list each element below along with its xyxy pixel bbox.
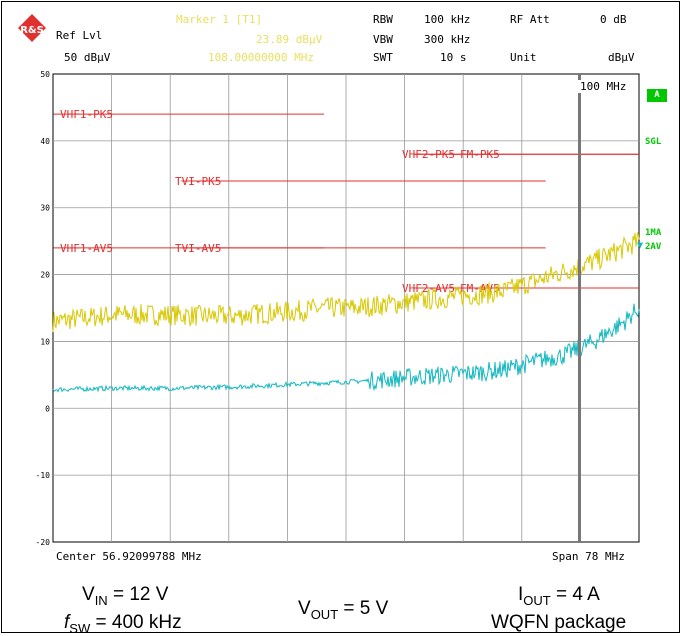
fsw-caption: fSW = 400 kHz bbox=[64, 612, 182, 636]
rbw-label: RBW bbox=[373, 13, 393, 26]
package-caption: WQFN package bbox=[491, 612, 627, 633]
limit-line-label: TVI-PK5 bbox=[175, 175, 221, 188]
unit-label: Unit bbox=[510, 51, 537, 64]
center-frequency: Center 56.92099788 MHz bbox=[56, 550, 202, 563]
marker-line-frequency: 100 MHz bbox=[578, 80, 629, 93]
svg-text:R&S: R&S bbox=[20, 25, 44, 36]
unit-value: dBµV bbox=[608, 51, 635, 64]
swt-label: SWT bbox=[373, 51, 393, 64]
y-tick-label: -10 bbox=[36, 471, 51, 480]
y-tick-label: 20 bbox=[40, 271, 50, 280]
y-axis-ticks: 50 40 30 20 10 0 -10 -20 bbox=[36, 70, 51, 547]
trace-1-max-hold bbox=[52, 232, 640, 333]
trace1-ma-label: 1MA bbox=[645, 228, 662, 238]
ref-lvl-value: 50 dBµV bbox=[64, 51, 111, 64]
limit-line-label: VHF2-PK5 bbox=[402, 148, 455, 161]
rf-att-label: RF Att bbox=[510, 13, 550, 26]
limit-line-label: VHF2-AV5 bbox=[402, 282, 455, 295]
vbw-value: 300 kHz bbox=[424, 33, 471, 46]
y-tick-label: 40 bbox=[40, 137, 50, 146]
iout-caption: IOUT = 4 A bbox=[518, 584, 600, 608]
vbw-label: VBW bbox=[373, 33, 393, 46]
ref-lvl-label: Ref Lvl bbox=[56, 29, 103, 42]
limit-line-label: VHF1-AV5 bbox=[60, 242, 113, 255]
traces bbox=[52, 232, 640, 393]
marker-1-icon bbox=[637, 242, 643, 249]
y-tick-label: 30 bbox=[40, 204, 50, 213]
y-tick-label: 50 bbox=[40, 70, 50, 79]
sgl-label: SGL bbox=[645, 137, 662, 147]
y-tick-label: 10 bbox=[40, 337, 50, 346]
limit-line-label: VHF1-PK5 bbox=[60, 108, 113, 121]
rbw-value: 100 kHz bbox=[424, 13, 471, 26]
trace-2-average bbox=[52, 303, 640, 393]
limit-line-label: TVI-AV5 bbox=[175, 242, 221, 255]
trace2-av-label: 2AV bbox=[645, 242, 662, 252]
marker-label: Marker 1 [T1] bbox=[176, 13, 263, 26]
marker-frequency: 108.00000000 MHz bbox=[208, 51, 314, 64]
marker-level: 23.89 dBµV bbox=[256, 33, 323, 46]
vin-caption: VIN = 12 V bbox=[82, 584, 169, 608]
span: Span 78 MHz bbox=[552, 550, 625, 563]
swt-value: 10 s bbox=[440, 51, 467, 64]
y-tick-label: -20 bbox=[36, 538, 51, 547]
rf-att-value: 0 dB bbox=[600, 13, 627, 26]
rohde-schwarz-logo: R&S bbox=[18, 14, 46, 42]
markers bbox=[577, 74, 643, 542]
vout-caption: VOUT = 5 V bbox=[298, 598, 389, 622]
y-tick-label: 0 bbox=[45, 404, 50, 413]
trace-a-badge: A bbox=[647, 89, 667, 102]
